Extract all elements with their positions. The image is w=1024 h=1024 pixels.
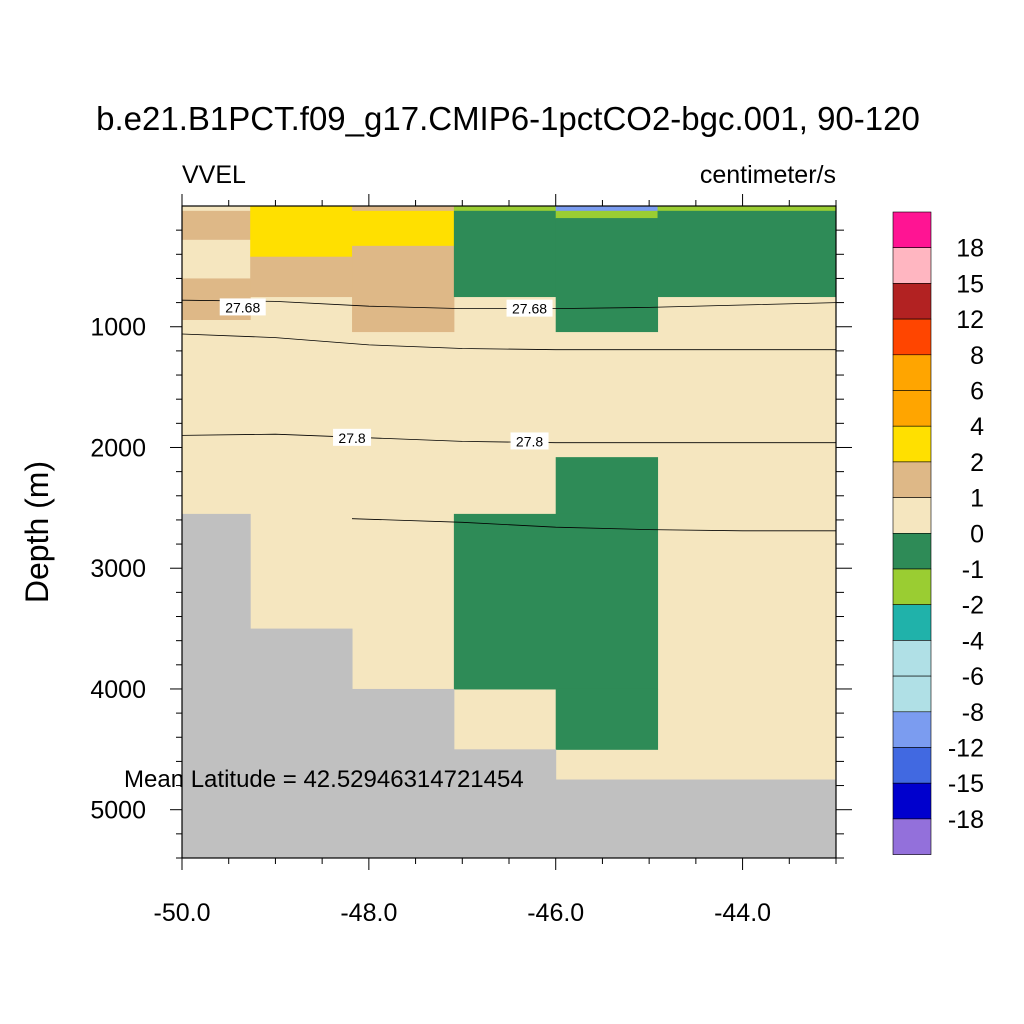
colorbar-swatch-6 — [892, 425, 932, 463]
y-tick-label-3: 4000 — [90, 676, 146, 704]
colorbar-label-14: -12 — [948, 735, 984, 763]
colorbar-label-2: 12 — [956, 306, 984, 334]
data-cell-18 — [453, 513, 659, 690]
mean-latitude-annotation: Mean Latitude = 42.52946314721454 — [124, 766, 524, 793]
colorbar-swatch-13 — [892, 675, 932, 713]
data-cell-12 — [352, 245, 455, 333]
data-cell-6 — [182, 210, 251, 241]
colorbar-swatch-15 — [892, 747, 932, 784]
colorbar-swatch-14 — [892, 711, 932, 748]
units-label: centimeter/s — [700, 161, 836, 189]
colorbar-swatch-2 — [892, 283, 932, 320]
contour-label-bg-0-0 — [219, 298, 266, 316]
x-tick-label-2: -46.0 — [527, 899, 584, 927]
data-cell-19 — [555, 688, 659, 750]
contour-line-3 — [351, 518, 836, 532]
variable-label: VVEL — [182, 161, 246, 189]
y-tick-label-4: 5000 — [90, 797, 146, 825]
data-cell-21 — [250, 628, 353, 859]
contour-label-bg-0-1 — [506, 299, 553, 317]
contour-line-2 — [181, 433, 836, 444]
y-tick-label-1: 2000 — [90, 434, 146, 462]
colorbar-label-13: -8 — [962, 699, 984, 727]
x-tick-label-0: -50.0 — [154, 899, 211, 927]
contour-label-2-0: 27.8 — [338, 430, 365, 446]
colorbar-swatch-10 — [892, 568, 932, 606]
colorbar-label-1: 15 — [956, 270, 984, 298]
y-tick-label-2: 3000 — [90, 555, 146, 583]
colorbar-label-7: 1 — [970, 485, 984, 513]
data-cell-1 — [250, 206, 353, 212]
data-cell-15 — [555, 218, 659, 333]
colorbar-label-12: -6 — [962, 663, 984, 691]
colorbar-swatch-4 — [892, 354, 932, 391]
colorbar-swatch-3 — [892, 318, 932, 356]
colorbar-label-5: 4 — [970, 413, 984, 441]
data-cell-24 — [555, 779, 837, 859]
density-contours: 27.68 27.68 27.8 27.8 — [181, 298, 837, 532]
data-cell-3 — [453, 206, 557, 212]
data-cell-5 — [657, 206, 837, 212]
colorbar-swatch-16 — [892, 782, 932, 820]
contour-label-bg-2-1 — [510, 432, 549, 450]
data-cell-13 — [453, 210, 557, 298]
colorbar-label-3: 8 — [970, 342, 984, 370]
colorbar-swatch-5 — [892, 390, 932, 427]
data-cell-14 — [555, 210, 659, 219]
contour-label-2-1: 27.8 — [516, 433, 543, 449]
x-tick-label-3: -44.0 — [714, 899, 771, 927]
data-cell-4 — [555, 206, 659, 212]
data-cell-22 — [352, 688, 455, 859]
axes: -50.0 -48.0 -46.0 -44.0 1000 2000 3000 4000 5000 — [90, 194, 852, 927]
colorbar-swatch-7 — [892, 461, 932, 498]
colorbar: 18 15 12 8 6 4 2 1 0 -1 -2 -4 -6 -8 -12 -15 -18 — [892, 211, 984, 855]
colorbar-label-9: -1 — [962, 556, 984, 584]
colorbar-label-4: 6 — [970, 378, 984, 406]
colorbar-swatch-12 — [892, 640, 932, 677]
x-tick-label-1: -48.0 — [340, 899, 397, 927]
contour-label-0-0: 27.68 — [225, 299, 260, 315]
contour-label-bg-2-0 — [333, 428, 372, 446]
colorbar-label-0: 18 — [956, 235, 984, 263]
chart-title: b.e21.B1PCT.f09_g17.CMIP6-1pctCO2-bgc.00… — [96, 100, 920, 137]
data-cell-20 — [182, 513, 251, 859]
colorbar-swatch-8 — [892, 497, 932, 534]
colorbar-label-16: -18 — [948, 806, 984, 834]
colorbar-swatch-0 — [892, 211, 932, 249]
data-cell-11 — [352, 210, 455, 247]
colorbar-swatch-9 — [892, 532, 932, 570]
contour-line-1 — [181, 333, 836, 351]
data-cell-0 — [182, 206, 251, 212]
contour-label-0-1: 27.68 — [512, 301, 547, 317]
data-cell-10 — [250, 256, 353, 298]
colorbar-label-8: 0 — [970, 520, 984, 548]
colorbar-label-6: 2 — [970, 449, 984, 477]
data-cell-23 — [453, 749, 557, 859]
data-cell-2 — [352, 206, 455, 212]
colorbar-swatch-17 — [892, 818, 932, 855]
data-cell-17 — [555, 457, 659, 515]
colorbar-swatch-11 — [892, 604, 932, 641]
data-cell-7 — [182, 239, 251, 279]
y-tick-label-0: 1000 — [90, 314, 146, 342]
colorbar-label-15: -15 — [948, 770, 984, 798]
colorbar-swatch-1 — [892, 247, 932, 284]
data-cell-9 — [250, 210, 353, 258]
colorbar-label-10: -2 — [962, 592, 984, 620]
y-axis-label: Depth (m) — [19, 461, 55, 603]
data-cell-16 — [657, 210, 837, 298]
colorbar-label-11: -4 — [962, 627, 984, 655]
